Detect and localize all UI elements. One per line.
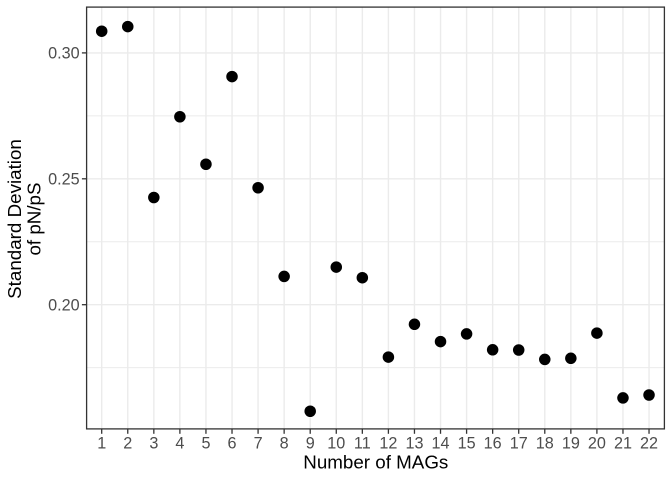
svg-text:12: 12 [379, 435, 397, 453]
svg-text:5: 5 [201, 435, 210, 453]
svg-text:11: 11 [354, 435, 371, 453]
svg-text:16: 16 [484, 435, 502, 453]
svg-text:Standard Deviation: Standard Deviation [4, 139, 25, 299]
svg-text:0.30: 0.30 [48, 45, 80, 63]
svg-text:19: 19 [562, 435, 580, 453]
svg-text:8: 8 [280, 435, 289, 453]
svg-text:17: 17 [510, 435, 528, 453]
svg-text:15: 15 [458, 435, 476, 453]
svg-text:14: 14 [432, 435, 450, 453]
svg-text:2: 2 [123, 435, 132, 453]
svg-text:6: 6 [228, 435, 237, 453]
svg-text:1: 1 [97, 435, 106, 453]
svg-text:0.20: 0.20 [48, 296, 80, 314]
svg-text:20: 20 [588, 435, 606, 453]
svg-text:4: 4 [175, 435, 184, 453]
svg-text:21: 21 [614, 435, 632, 453]
svg-text:13: 13 [405, 435, 423, 453]
svg-text:22: 22 [640, 435, 658, 453]
svg-text:of pN/pS: of pN/pS [24, 182, 45, 255]
svg-text:7: 7 [254, 435, 263, 453]
svg-text:Number of MAGs: Number of MAGs [303, 452, 448, 473]
svg-text:0.25: 0.25 [48, 171, 80, 189]
svg-text:18: 18 [536, 435, 554, 453]
svg-text:9: 9 [306, 435, 315, 453]
svg-text:10: 10 [327, 435, 345, 453]
svg-text:3: 3 [149, 435, 158, 453]
